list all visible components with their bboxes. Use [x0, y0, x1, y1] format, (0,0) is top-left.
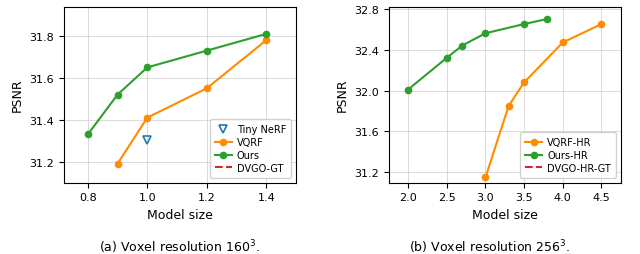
Text: (b) Voxel resolution $256^3$.: (b) Voxel resolution $256^3$. — [409, 237, 570, 254]
Legend: Tiny NeRF, VQRF, Ours, DVGO-GT: Tiny NeRF, VQRF, Ours, DVGO-GT — [210, 120, 291, 178]
Text: (a) Voxel resolution $160^3$.: (a) Voxel resolution $160^3$. — [99, 237, 260, 254]
Y-axis label: PSNR: PSNR — [335, 78, 349, 112]
X-axis label: Model size: Model size — [147, 208, 213, 221]
Y-axis label: PSNR: PSNR — [11, 78, 24, 112]
X-axis label: Model size: Model size — [472, 208, 538, 221]
Legend: VQRF-HR, Ours-HR, DVGO-HR-GT: VQRF-HR, Ours-HR, DVGO-HR-GT — [520, 133, 616, 178]
